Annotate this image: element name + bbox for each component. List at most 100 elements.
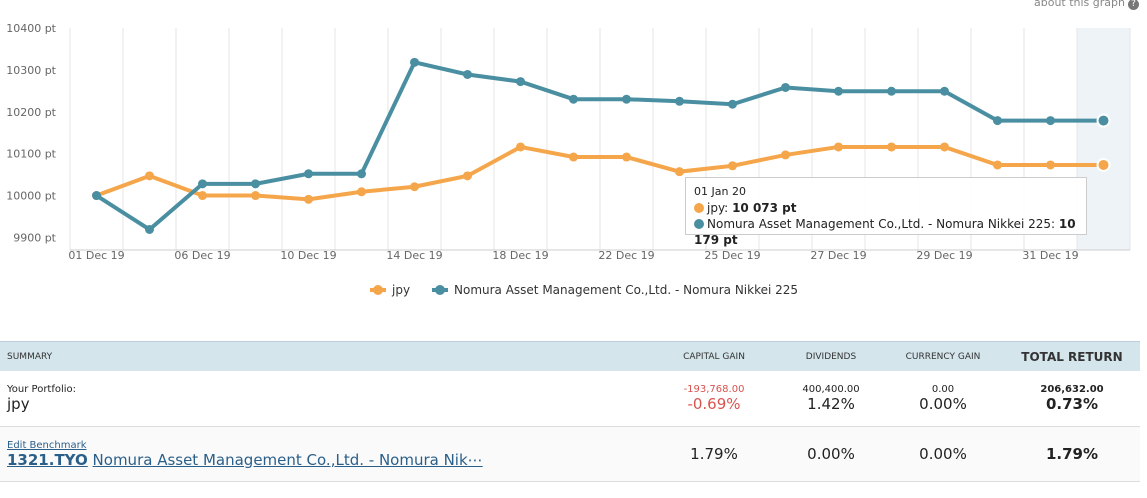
point	[1096, 113, 1111, 128]
point	[1046, 160, 1055, 170]
point	[834, 142, 843, 152]
amount: 206,632.00	[1040, 384, 1104, 395]
summary-table: SUMMARY CAPITAL GAIN DIVIDENDS CURRENCY …	[0, 341, 1140, 482]
header-cell: CURRENCY GAIN	[882, 341, 1004, 371]
percent: 0.73%	[1045, 395, 1099, 413]
header-row: SUMMARY CAPITAL GAIN DIVIDENDS CURRENCY …	[0, 341, 1140, 371]
point	[993, 160, 1002, 170]
tooltip-row: jpy: 10 073 pt	[694, 200, 1078, 216]
point	[940, 86, 949, 96]
point	[569, 94, 578, 104]
x-tick-label: 29 Dec 19	[916, 249, 972, 262]
point	[1096, 157, 1111, 172]
x-tick-label: 22 Dec 19	[598, 249, 654, 262]
percent: 1.79%	[1045, 445, 1099, 463]
point	[304, 194, 313, 204]
percent: -0.69%	[687, 395, 741, 413]
point	[251, 191, 260, 201]
point	[675, 96, 684, 106]
legend-dot	[373, 285, 383, 295]
benchmark-name-link[interactable]: Nomura Asset Management Co.,Ltd. - Nomur…	[92, 450, 483, 469]
point	[834, 86, 843, 96]
point	[622, 152, 631, 162]
point	[463, 69, 472, 79]
help-icon: ?	[1128, 0, 1139, 10]
point	[516, 142, 525, 152]
about-link[interactable]: about this graph?	[1034, 0, 1139, 10]
point	[887, 86, 896, 96]
tooltip-value: 10 179 pt	[694, 217, 1076, 247]
x-tick-label: 25 Dec 19	[704, 249, 760, 262]
point	[569, 152, 578, 162]
chart: 9900 pt 10000 pt 10100 pt 10200 pt 10300 pt 1…	[6, 22, 1131, 297]
point	[993, 116, 1002, 126]
header-cell: TOTAL RETURN	[1004, 341, 1140, 371]
row-label: Your Portfolio:	[7, 384, 77, 395]
point	[410, 182, 419, 192]
edit-benchmark-link[interactable]: Edit Benchmark	[7, 439, 87, 451]
point	[251, 179, 260, 189]
tooltip-label: Nomura Asset Management Co.,Ltd. - Nomur…	[707, 217, 1056, 231]
point	[304, 169, 313, 179]
point	[728, 99, 737, 109]
point	[463, 171, 472, 181]
x-tick-label: 14 Dec 19	[386, 249, 442, 262]
benchmark-row: Edit Benchmark 1321.TYO Nomura Asset Mana…	[0, 426, 1140, 482]
ticker-link[interactable]: 1321.TYO	[7, 450, 88, 469]
point	[675, 167, 684, 177]
point	[940, 142, 949, 152]
point	[516, 77, 525, 87]
point	[781, 82, 790, 92]
tooltip-label: jpy:	[707, 201, 729, 215]
y-tick-label: 10400 pt	[6, 22, 56, 35]
x-tick-label: 18 Dec 19	[492, 249, 548, 262]
point	[145, 224, 154, 234]
amount: -193,768.00	[683, 384, 745, 395]
y-tick-label: 10200 pt	[6, 106, 56, 119]
point	[410, 57, 419, 67]
x-tick-label: 10 Dec 19	[280, 249, 336, 262]
tooltip: 01 Jan 20 jpy: 10 073 pt Nomura Asset Ma…	[685, 177, 1087, 247]
percent: 1.79%	[690, 445, 738, 463]
point	[887, 142, 896, 152]
percent: 0.00%	[807, 445, 855, 463]
legend-label: Nomura Asset Management Co.,Ltd. - Nomur…	[454, 283, 798, 297]
tooltip-dot	[694, 203, 704, 213]
legend-label: jpy	[391, 283, 410, 297]
percent: 0.00%	[919, 445, 967, 463]
point	[357, 187, 366, 197]
x-tick-label: 06 Dec 19	[174, 249, 230, 262]
about-text: about this graph	[1033, 0, 1125, 9]
tooltip-dot	[694, 219, 704, 229]
tooltip-row: Nomura Asset Management Co.,Ltd. - Nomur…	[694, 216, 1078, 248]
amount: 400,400.00	[802, 384, 860, 395]
point	[1046, 116, 1055, 126]
y-tick-label: 9900 pt	[13, 231, 56, 244]
point	[198, 179, 207, 189]
x-tick-label: 27 Dec 19	[810, 249, 866, 262]
y-tick-label: 10000 pt	[6, 190, 56, 203]
point	[622, 94, 631, 104]
percent: 1.42%	[807, 395, 855, 413]
header-cell: SUMMARY	[0, 341, 648, 371]
y-tick-label: 10300 pt	[6, 64, 56, 77]
x-tick-label: 31 Dec 19	[1022, 249, 1078, 262]
x-tick-label: 01 Dec 19	[68, 249, 124, 262]
point	[781, 150, 790, 160]
portfolio-row: Your Portfolio: jpy -193,768.00 -0.69% 400…	[0, 371, 1140, 427]
point	[728, 161, 737, 171]
point	[92, 191, 101, 201]
header-cell: DIVIDENDS	[780, 341, 882, 371]
point	[145, 171, 154, 181]
percent: 0.00%	[919, 395, 967, 413]
y-tick-label: 10100 pt	[6, 148, 56, 161]
point	[357, 169, 366, 179]
header-cell: CAPITAL GAIN	[648, 341, 780, 371]
row-name: jpy	[7, 395, 30, 413]
series-line	[95, 144, 1104, 202]
amount: 0.00	[931, 384, 955, 395]
point	[198, 191, 207, 201]
series-line	[95, 60, 1104, 232]
tooltip-value: 10 073 pt	[732, 201, 797, 215]
